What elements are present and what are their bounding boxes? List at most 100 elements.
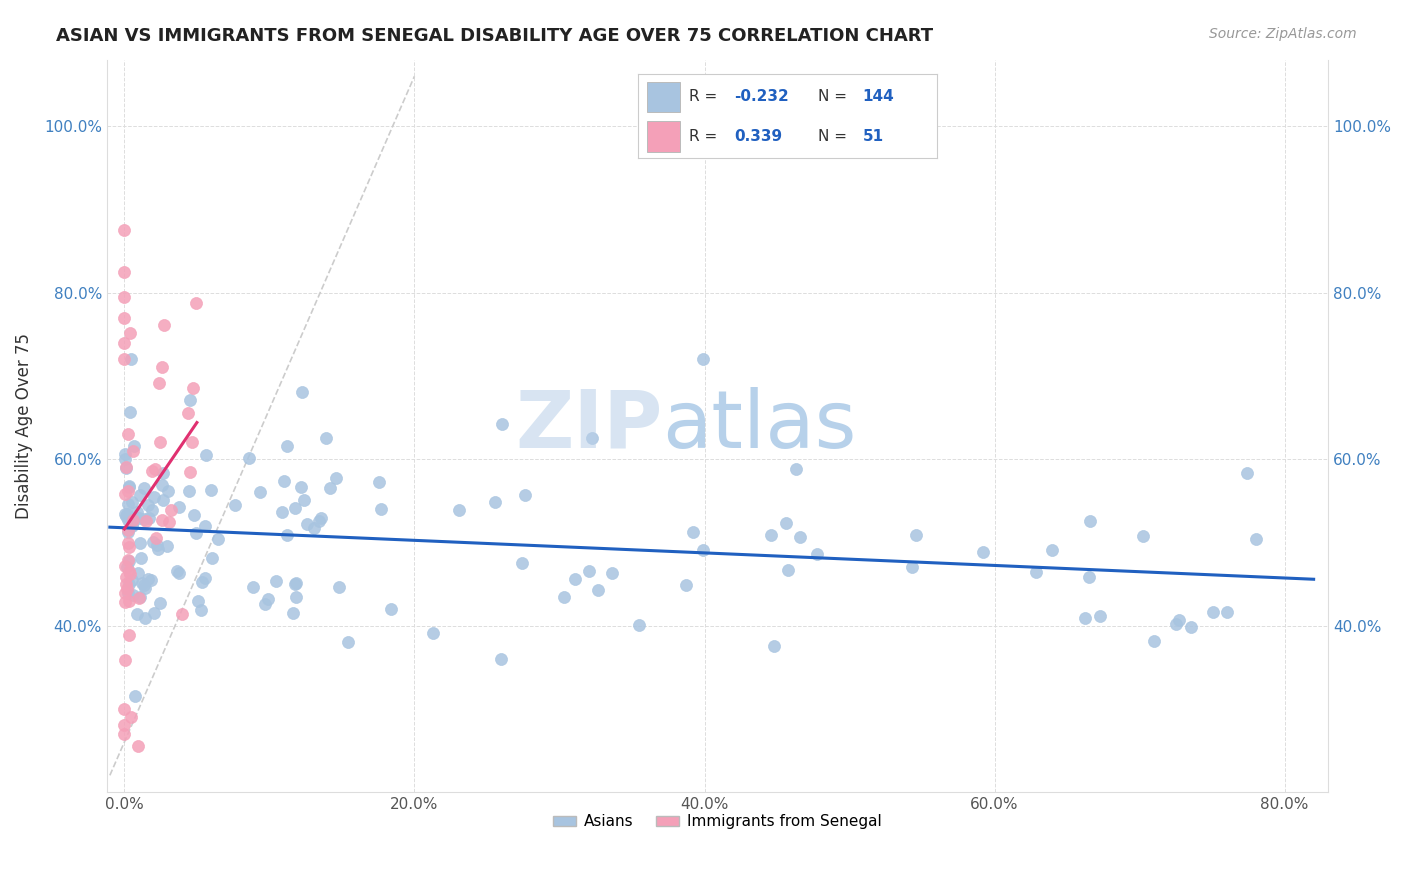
Point (118, 540, 141, 554)
Point (187, 593, 209, 607)
Point (1236, 466, 1258, 480)
Point (114, 461, 136, 475)
Point (142, 607, 165, 621)
Point (112, 310, 135, 325)
Point (578, 564, 600, 578)
Point (200, 483, 222, 497)
Point (273, 474, 295, 488)
Point (115, 577, 138, 591)
Point (242, 580, 264, 594)
Point (201, 551, 224, 566)
Point (117, 586, 139, 600)
Point (118, 404, 141, 418)
Point (904, 528, 927, 542)
Point (328, 580, 350, 594)
Point (152, 318, 174, 332)
Text: ASIAN VS IMMIGRANTS FROM SENEGAL DISABILITY AGE OVER 75 CORRELATION CHART: ASIAN VS IMMIGRANTS FROM SENEGAL DISABIL… (56, 27, 934, 45)
Point (600, 566, 623, 580)
Point (806, 547, 828, 561)
Point (513, 488, 536, 502)
Point (135, 514, 157, 528)
Point (121, 495, 143, 509)
Point (112, 223, 135, 237)
Point (118, 564, 141, 578)
Point (112, 265, 135, 279)
Point (125, 505, 148, 519)
Point (176, 406, 198, 420)
Point (150, 513, 173, 527)
Point (190, 602, 212, 616)
Y-axis label: Disability Age Over 75: Disability Age Over 75 (15, 333, 32, 519)
Point (132, 511, 155, 525)
Point (138, 510, 160, 524)
Point (129, 535, 152, 549)
Point (145, 461, 167, 475)
Point (112, 335, 135, 350)
Point (183, 508, 205, 522)
Point (675, 578, 697, 592)
Point (254, 598, 277, 612)
Point (285, 576, 308, 591)
Point (336, 635, 359, 649)
Point (117, 524, 139, 539)
Point (143, 491, 166, 505)
Point (759, 528, 782, 542)
Point (194, 571, 217, 585)
Point (124, 690, 146, 704)
Point (224, 498, 246, 512)
Point (380, 601, 402, 615)
Point (238, 450, 260, 465)
Point (1143, 634, 1166, 648)
Point (160, 503, 183, 517)
Point (114, 447, 136, 461)
Point (1025, 566, 1047, 580)
Point (129, 591, 152, 605)
Point (1040, 542, 1063, 557)
Point (785, 462, 807, 476)
Point (295, 517, 318, 532)
Point (901, 560, 924, 574)
Point (118, 554, 141, 568)
Point (1164, 616, 1187, 631)
Point (129, 488, 152, 502)
Point (177, 483, 200, 498)
Point (114, 717, 136, 731)
Point (586, 582, 609, 597)
Point (146, 541, 169, 556)
Point (150, 360, 173, 375)
Point (115, 582, 138, 596)
Point (191, 574, 214, 589)
Point (115, 559, 138, 574)
Point (257, 592, 280, 607)
Point (121, 519, 143, 533)
Point (184, 525, 207, 540)
Point (1088, 609, 1111, 624)
Point (120, 352, 142, 367)
Point (141, 464, 163, 478)
Point (302, 521, 325, 535)
Point (114, 653, 136, 667)
Point (789, 530, 811, 544)
Text: atlas: atlas (662, 387, 858, 465)
Point (117, 497, 139, 511)
Point (149, 435, 172, 450)
Point (284, 590, 307, 604)
Point (276, 528, 298, 542)
Point (972, 545, 994, 559)
Point (318, 481, 340, 495)
Point (134, 582, 156, 596)
Point (249, 485, 271, 500)
Point (167, 566, 190, 581)
Point (129, 550, 152, 565)
Point (627, 617, 650, 632)
Point (114, 452, 136, 467)
Point (271, 505, 294, 519)
Point (207, 532, 229, 546)
Point (141, 574, 163, 588)
Point (179, 392, 201, 407)
Point (117, 536, 139, 550)
Point (131, 576, 153, 591)
Point (290, 480, 312, 494)
Point (152, 478, 174, 492)
Point (276, 439, 298, 453)
